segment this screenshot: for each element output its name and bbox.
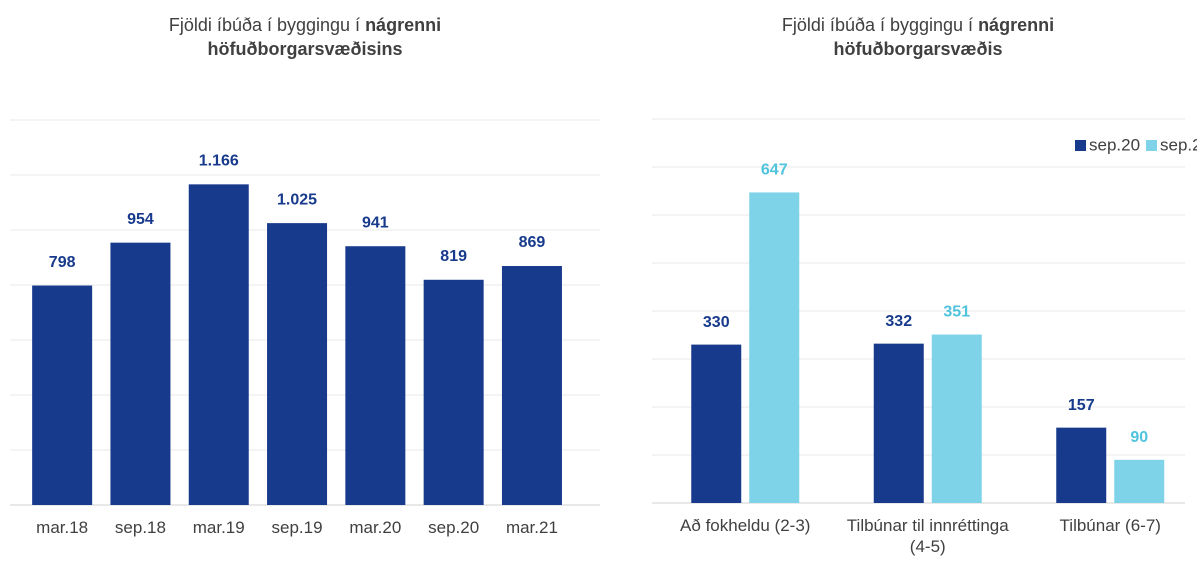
bar bbox=[423, 279, 484, 505]
chart-title-bold: höfuðborgarsvæðis bbox=[833, 39, 1002, 59]
value-label: 798 bbox=[49, 254, 76, 271]
x-tick-label: sep.20 bbox=[428, 518, 480, 537]
chart-title: Fjöldi íbúða í byggingu í nágrenni bbox=[782, 15, 1054, 35]
bar bbox=[110, 242, 171, 505]
bar bbox=[873, 343, 924, 503]
bar bbox=[501, 266, 562, 505]
value-label: 90 bbox=[1130, 429, 1148, 446]
value-label: 1.166 bbox=[199, 153, 239, 170]
x-tick-label: mar.19 bbox=[192, 518, 245, 537]
chart-title: Fjöldi íbúða í byggingu í nágrenni bbox=[169, 15, 441, 35]
title-text: Fjöldi íbúða í byggingu í bbox=[782, 15, 973, 35]
value-label: 157 bbox=[1068, 397, 1095, 414]
value-label: 869 bbox=[519, 234, 546, 251]
bar bbox=[267, 223, 328, 505]
x-tick-label: sep.19 bbox=[271, 518, 323, 537]
legend-swatch bbox=[1075, 140, 1086, 151]
bar bbox=[1114, 459, 1165, 503]
legend-label: sep.21 bbox=[1160, 135, 1197, 154]
value-label: 351 bbox=[943, 304, 970, 321]
value-label: 819 bbox=[440, 248, 467, 265]
title-text: Fjöldi íbúða í byggingu í bbox=[169, 15, 360, 35]
chart-title-bold: höfuðborgarsvæðisins bbox=[207, 39, 402, 59]
value-label: 647 bbox=[761, 162, 788, 179]
value-label: 332 bbox=[885, 313, 912, 330]
x-tick-label: Að fokheldu (2-3) bbox=[680, 516, 811, 535]
bar bbox=[931, 334, 982, 503]
value-label: 330 bbox=[703, 314, 730, 331]
x-tick-label: mar.21 bbox=[505, 518, 558, 537]
x-tick-label: mar.18 bbox=[36, 518, 89, 537]
title-bold: nágrenni bbox=[365, 15, 441, 35]
x-tick-label: Tilbúnar til innréttinga (4-5) bbox=[846, 516, 1009, 556]
bar bbox=[691, 344, 742, 503]
value-label: 941 bbox=[362, 214, 389, 231]
value-label: 1.025 bbox=[277, 191, 317, 208]
legend-swatch bbox=[1146, 140, 1157, 151]
bar bbox=[345, 246, 406, 505]
bar bbox=[1056, 427, 1107, 503]
bar bbox=[749, 192, 800, 503]
value-label: 954 bbox=[127, 211, 154, 228]
legend-label: sep.20 bbox=[1089, 135, 1140, 154]
bar bbox=[188, 184, 249, 505]
title-bold: nágrenni bbox=[978, 15, 1054, 35]
x-tick-label: sep.18 bbox=[114, 518, 166, 537]
x-tick-label: mar.20 bbox=[349, 518, 402, 537]
bar bbox=[32, 285, 93, 505]
x-tick-label: Tilbúnar (6-7) bbox=[1059, 516, 1161, 535]
